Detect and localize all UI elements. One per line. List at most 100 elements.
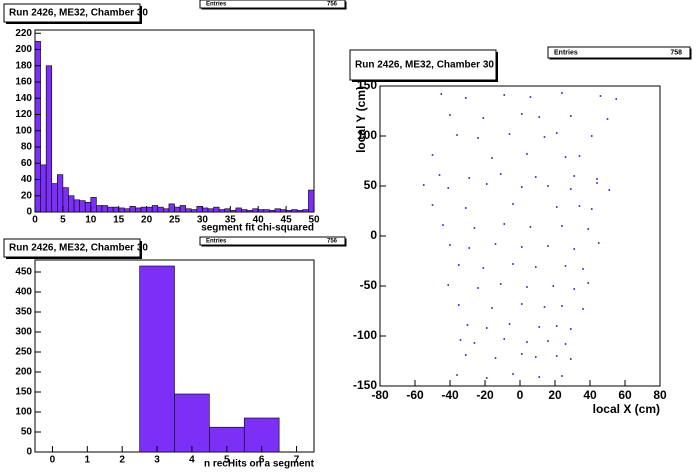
point bbox=[561, 375, 563, 377]
point bbox=[512, 203, 514, 205]
y-tick-label: 0 bbox=[26, 207, 32, 218]
x-tick-label: 6 bbox=[259, 455, 265, 466]
point bbox=[538, 376, 541, 378]
y-tick-label: 300 bbox=[15, 327, 32, 338]
bar bbox=[190, 209, 198, 213]
point bbox=[564, 343, 567, 345]
x-axis-label: local X (cm) bbox=[593, 402, 660, 416]
bar bbox=[246, 210, 253, 213]
point bbox=[526, 341, 528, 343]
y-tick-label: -150 bbox=[353, 378, 377, 392]
point bbox=[503, 94, 506, 96]
point bbox=[431, 154, 434, 156]
point bbox=[578, 205, 581, 207]
point bbox=[464, 354, 467, 356]
x-tick-label: 5 bbox=[224, 455, 230, 466]
point bbox=[543, 306, 546, 308]
point bbox=[599, 95, 602, 97]
x-tick-label: -60 bbox=[406, 388, 424, 402]
point bbox=[499, 283, 502, 285]
y-axis-label: local Y (cm) bbox=[354, 86, 368, 153]
bar bbox=[174, 206, 181, 213]
bar bbox=[68, 195, 75, 213]
point bbox=[508, 323, 511, 325]
point bbox=[457, 304, 460, 306]
point bbox=[547, 245, 549, 247]
bar bbox=[140, 206, 147, 213]
x-tick-label: 60 bbox=[618, 388, 632, 402]
y-tick-label: 200 bbox=[15, 44, 32, 55]
point bbox=[564, 265, 567, 267]
point bbox=[473, 227, 476, 229]
bar bbox=[179, 205, 186, 213]
x-tick-label: 30 bbox=[197, 215, 209, 226]
point bbox=[449, 244, 451, 246]
bar bbox=[101, 205, 108, 213]
bar bbox=[196, 206, 203, 213]
point bbox=[459, 339, 462, 341]
x-tick-label: -40 bbox=[441, 388, 459, 402]
x-tick-label: 0 bbox=[517, 388, 524, 402]
stats-label: Entries bbox=[554, 49, 578, 56]
point bbox=[582, 268, 584, 270]
point bbox=[485, 377, 488, 379]
point bbox=[615, 98, 618, 100]
point bbox=[477, 287, 479, 289]
point bbox=[569, 115, 572, 117]
y-tick-label: 0 bbox=[370, 228, 377, 242]
chart-title: Run 2426, ME32, Chamber 30 bbox=[9, 243, 148, 254]
point bbox=[508, 133, 511, 135]
point bbox=[561, 305, 563, 307]
y-tick-label: 100 bbox=[357, 128, 377, 142]
bar bbox=[274, 208, 281, 213]
x-tick-label: 0 bbox=[32, 215, 38, 226]
bar bbox=[151, 205, 159, 213]
point bbox=[422, 184, 425, 186]
point bbox=[555, 355, 558, 357]
point bbox=[464, 97, 467, 99]
point bbox=[534, 266, 537, 268]
bar bbox=[168, 203, 175, 213]
point bbox=[561, 225, 563, 227]
bar bbox=[285, 210, 292, 213]
stats-value: 756 bbox=[327, 2, 338, 8]
bar bbox=[263, 209, 270, 213]
bar bbox=[308, 189, 315, 213]
point bbox=[564, 156, 567, 158]
bar bbox=[112, 206, 120, 213]
bar bbox=[90, 197, 97, 213]
point bbox=[512, 263, 514, 265]
bar bbox=[280, 209, 287, 213]
x-tick-label: 7 bbox=[294, 455, 300, 466]
x-tick-label: 10 bbox=[85, 215, 97, 226]
point bbox=[503, 338, 506, 340]
point bbox=[512, 373, 514, 375]
bar bbox=[302, 209, 309, 213]
point bbox=[473, 342, 476, 344]
y-tick-label: 220 bbox=[15, 28, 32, 39]
bar bbox=[40, 164, 47, 213]
point bbox=[468, 177, 471, 179]
x-tick-label: 35 bbox=[225, 215, 237, 226]
bar bbox=[84, 201, 92, 213]
point bbox=[596, 178, 598, 180]
bar bbox=[45, 65, 53, 213]
bar bbox=[291, 209, 298, 213]
bar bbox=[96, 205, 103, 213]
point bbox=[547, 185, 549, 187]
x-tick-label: -20 bbox=[476, 388, 494, 402]
x-tick-label: 20 bbox=[548, 388, 562, 402]
point bbox=[491, 307, 493, 309]
x-tick-label: 1 bbox=[85, 455, 91, 466]
point bbox=[587, 282, 590, 284]
x-tick-label: 3 bbox=[154, 455, 160, 466]
y-tick-label: 0 bbox=[26, 447, 32, 458]
x-tick-label: 20 bbox=[141, 215, 153, 226]
x-tick-label: 5 bbox=[60, 215, 66, 226]
point bbox=[596, 182, 598, 184]
x-tick-label: 25 bbox=[169, 215, 181, 226]
point bbox=[547, 340, 549, 342]
bar bbox=[157, 206, 164, 213]
y-tick-label: 100 bbox=[15, 125, 32, 136]
point bbox=[456, 134, 458, 136]
